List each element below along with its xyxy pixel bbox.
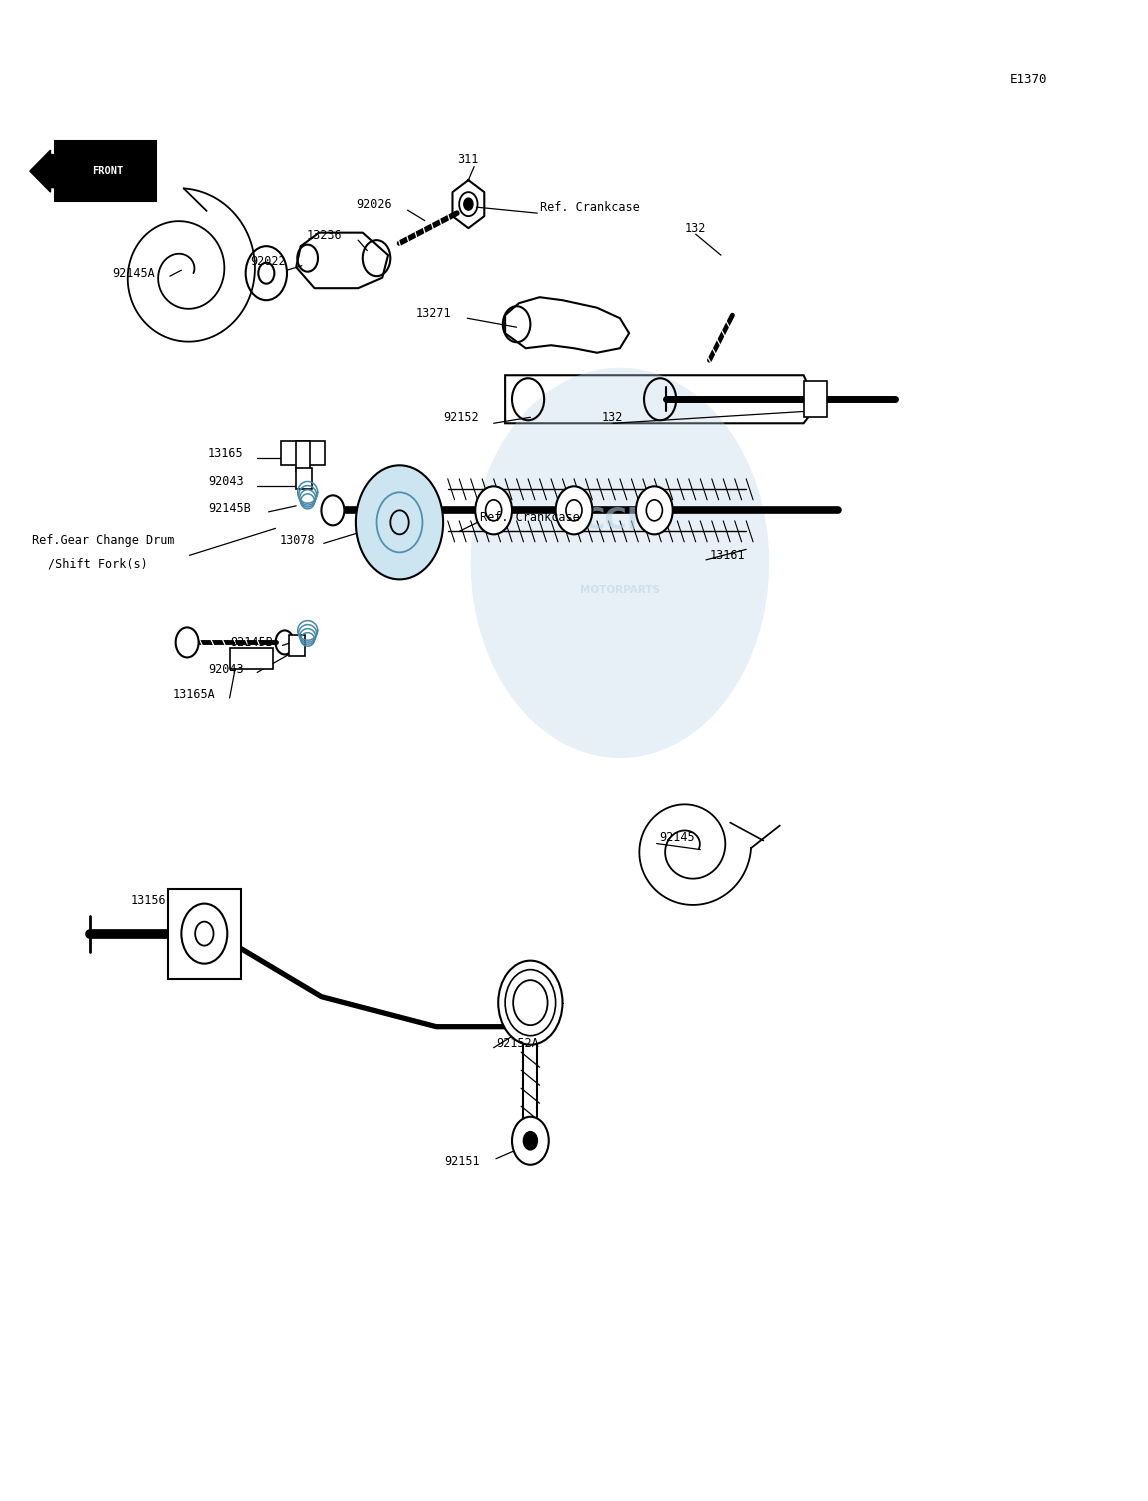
- Circle shape: [471, 368, 769, 758]
- Circle shape: [321, 495, 344, 525]
- Bar: [289, 635, 305, 656]
- Text: /Shift Fork(s): /Shift Fork(s): [48, 558, 148, 570]
- Text: 311: 311: [457, 153, 479, 165]
- Text: 92145B: 92145B: [231, 636, 273, 648]
- Circle shape: [636, 486, 673, 534]
- Text: Ref. Crankcase: Ref. Crankcase: [480, 512, 580, 524]
- Text: 132: 132: [684, 222, 706, 234]
- Text: 13236: 13236: [307, 230, 342, 242]
- Text: 92043: 92043: [208, 663, 243, 675]
- Circle shape: [556, 486, 592, 534]
- FancyArrow shape: [30, 150, 55, 192]
- Circle shape: [176, 627, 199, 657]
- FancyBboxPatch shape: [168, 889, 241, 979]
- Text: 92145B: 92145B: [208, 503, 250, 515]
- Text: Ref.Gear Change Drum: Ref.Gear Change Drum: [32, 534, 174, 546]
- Circle shape: [523, 1132, 537, 1150]
- Bar: [804, 381, 827, 417]
- Text: FRONT: FRONT: [92, 167, 124, 176]
- FancyBboxPatch shape: [55, 141, 156, 201]
- Circle shape: [464, 198, 473, 210]
- Circle shape: [356, 465, 443, 579]
- Circle shape: [498, 961, 563, 1045]
- FancyBboxPatch shape: [281, 441, 325, 465]
- Text: 92026: 92026: [356, 198, 391, 210]
- Circle shape: [512, 1117, 549, 1165]
- Text: 13078: 13078: [280, 534, 316, 546]
- Text: 132: 132: [602, 411, 623, 423]
- Text: 92145: 92145: [659, 832, 695, 844]
- Text: E1370: E1370: [1010, 74, 1048, 86]
- Text: 92043: 92043: [208, 476, 243, 488]
- Circle shape: [181, 904, 227, 964]
- FancyBboxPatch shape: [230, 648, 273, 669]
- Circle shape: [475, 486, 512, 534]
- Text: 92145A: 92145A: [113, 267, 155, 279]
- Bar: [296, 468, 312, 489]
- Text: 13271: 13271: [416, 308, 451, 320]
- Text: 13156: 13156: [131, 895, 166, 907]
- FancyBboxPatch shape: [296, 441, 310, 471]
- Text: 92152: 92152: [443, 411, 479, 423]
- Text: MOTORPARTS: MOTORPARTS: [580, 585, 660, 594]
- Text: 92022: 92022: [250, 255, 286, 267]
- Text: 13165: 13165: [208, 447, 243, 459]
- Text: Ref. Crankcase: Ref. Crankcase: [540, 201, 639, 213]
- Text: 13161: 13161: [709, 549, 745, 561]
- Text: 92152A: 92152A: [496, 1037, 538, 1049]
- Text: 92151: 92151: [444, 1156, 480, 1168]
- Text: CCM: CCM: [582, 506, 658, 536]
- Text: 13165A: 13165A: [172, 689, 215, 701]
